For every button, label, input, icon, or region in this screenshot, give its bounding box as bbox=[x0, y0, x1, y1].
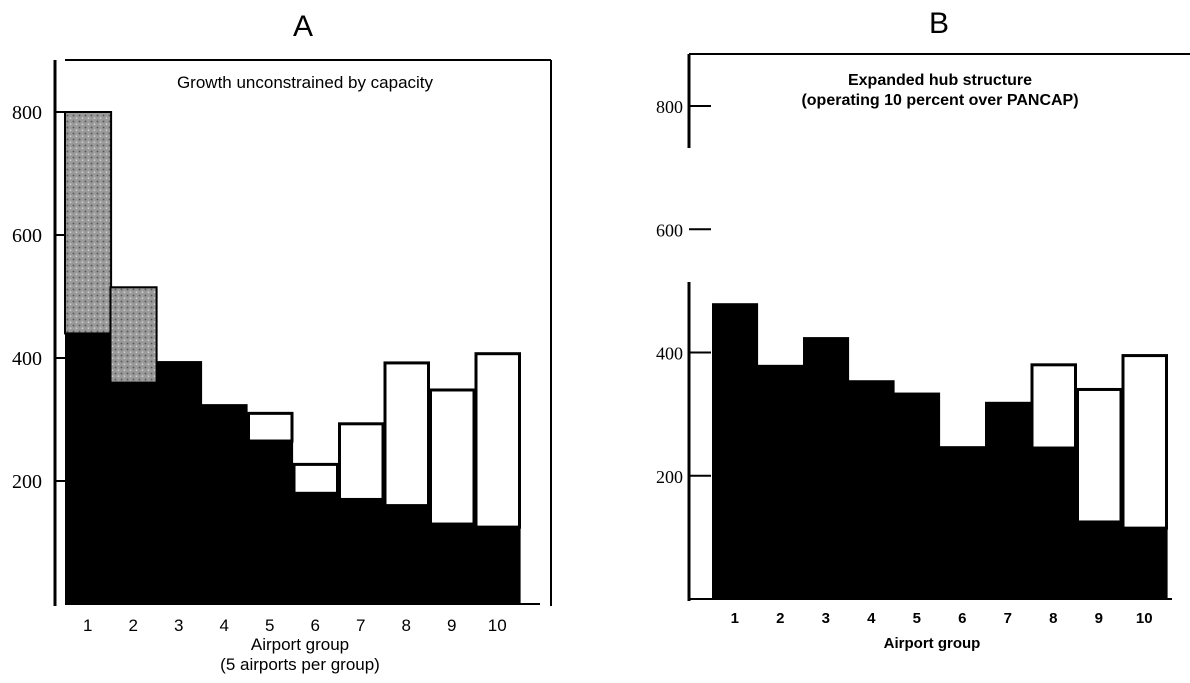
bar-growth-outline bbox=[1121, 354, 1168, 530]
panel-b-categories: 1 2 3 4 5 6 7 8 9 10 bbox=[731, 610, 1153, 627]
bar-growth-shaded bbox=[109, 286, 158, 384]
bar-base bbox=[338, 499, 385, 604]
panel-b-x-label: Airport group bbox=[884, 635, 981, 652]
panel-a: A Growth unconstrained by capacity 200 40… bbox=[12, 10, 552, 674]
x-category-label: 2 bbox=[129, 616, 138, 635]
x-category-label: 1 bbox=[83, 616, 92, 635]
x-category-label: 6 bbox=[958, 610, 966, 627]
bar-base bbox=[803, 337, 850, 599]
x-category-label: 8 bbox=[1049, 610, 1057, 627]
bar-base bbox=[939, 446, 986, 599]
bar-base bbox=[712, 303, 759, 599]
bar-base bbox=[383, 505, 430, 604]
bar-growth-outline bbox=[383, 361, 430, 508]
x-category-label: 10 bbox=[488, 616, 507, 635]
bar-growth-outline bbox=[292, 462, 339, 495]
panel-a-letter: A bbox=[293, 10, 313, 43]
bar-base bbox=[1121, 528, 1168, 599]
bar-base bbox=[474, 527, 521, 604]
x-category-label: 3 bbox=[822, 610, 830, 627]
bar-growth-outline bbox=[429, 388, 476, 526]
bar-base bbox=[894, 392, 941, 599]
x-category-label: 9 bbox=[447, 616, 456, 635]
bar-base bbox=[292, 493, 339, 604]
bar-base bbox=[65, 333, 112, 604]
panel-a-x-label: Airport group bbox=[251, 635, 349, 654]
y-tick-label: 200 bbox=[12, 471, 42, 493]
bar-base bbox=[201, 404, 248, 604]
bar-base bbox=[985, 401, 1032, 599]
panel-a-bars bbox=[64, 111, 521, 604]
x-category-label: 9 bbox=[1095, 610, 1103, 627]
x-category-label: 5 bbox=[913, 610, 921, 627]
y-tick-label: 800 bbox=[656, 97, 683, 117]
x-category-label: 5 bbox=[265, 616, 274, 635]
bar-growth-outline bbox=[474, 352, 521, 529]
x-category-label: 8 bbox=[402, 616, 411, 635]
panel-a-title: Growth unconstrained by capacity bbox=[177, 73, 434, 92]
bar-base bbox=[110, 382, 157, 604]
panel-a-categories: 1 2 3 4 5 6 7 8 9 10 bbox=[83, 616, 507, 635]
panel-b-title: Expanded hub structure bbox=[848, 72, 1032, 89]
panel-b-y-ticks: 200 400 600 800 bbox=[656, 97, 711, 487]
bar-base bbox=[848, 380, 895, 599]
x-category-label: 7 bbox=[356, 616, 365, 635]
x-category-label: 2 bbox=[776, 610, 784, 627]
x-category-label: 7 bbox=[1004, 610, 1012, 627]
y-tick-label: 400 bbox=[12, 348, 42, 370]
x-category-label: 3 bbox=[174, 616, 183, 635]
y-tick-label: 600 bbox=[656, 220, 683, 240]
panel-b-bars bbox=[712, 303, 1168, 599]
panel-b-subtitle: (operating 10 percent over PANCAP) bbox=[801, 92, 1078, 109]
bar-growth-outline bbox=[338, 422, 385, 501]
bar-base bbox=[1030, 448, 1077, 599]
bar-base bbox=[1076, 521, 1123, 599]
panel-a-x-label-note: (5 airports per group) bbox=[220, 655, 380, 674]
x-category-label: 1 bbox=[731, 610, 739, 627]
bar-base bbox=[429, 524, 476, 604]
x-category-label: 10 bbox=[1136, 610, 1153, 627]
x-category-label: 4 bbox=[867, 610, 876, 627]
panel-b: B Expanded hub structure (operating 10 p… bbox=[656, 7, 1190, 652]
x-category-label: 4 bbox=[220, 616, 229, 635]
bar-base bbox=[757, 364, 804, 599]
panel-b-letter: B bbox=[929, 7, 949, 40]
panel-a-y-ticks: 200 400 600 800 bbox=[12, 102, 65, 493]
y-tick-label: 600 bbox=[12, 225, 42, 247]
bar-growth-outline bbox=[1030, 363, 1077, 450]
y-tick-label: 400 bbox=[656, 344, 683, 364]
y-tick-label: 800 bbox=[12, 102, 42, 124]
bar-growth-outline bbox=[247, 411, 294, 443]
bar-growth-shaded bbox=[64, 111, 113, 335]
y-tick-label: 200 bbox=[656, 467, 683, 487]
bar-base bbox=[156, 361, 203, 604]
bar-growth-outline bbox=[1076, 387, 1123, 524]
x-category-label: 6 bbox=[311, 616, 320, 635]
bar-base bbox=[247, 441, 294, 604]
